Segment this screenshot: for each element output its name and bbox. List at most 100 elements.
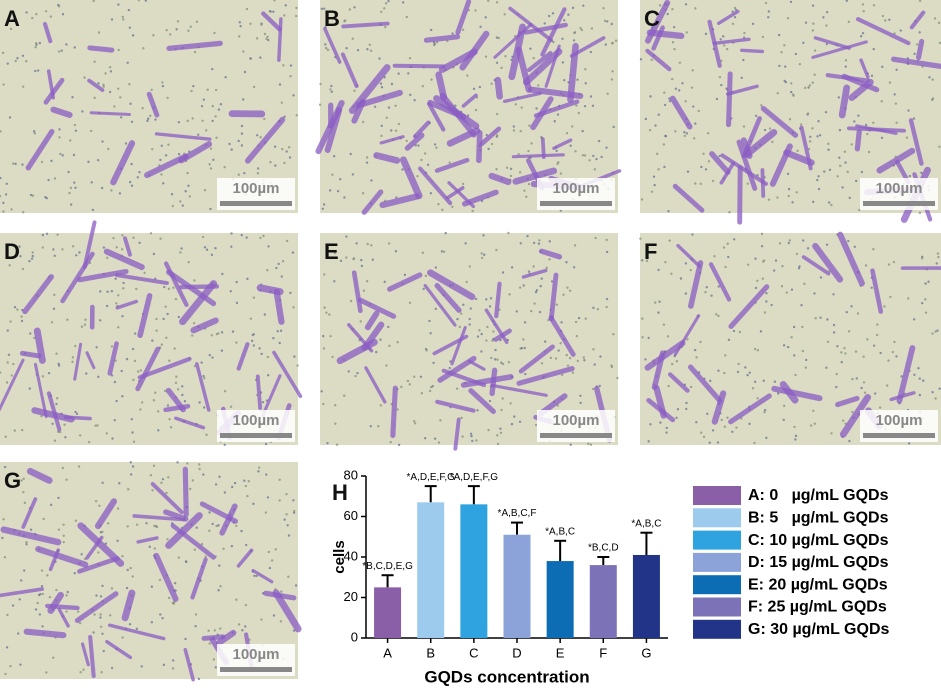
pore	[266, 35, 269, 39]
pore	[801, 325, 804, 329]
pore	[584, 68, 587, 71]
pore	[245, 543, 248, 547]
pore	[838, 156, 841, 159]
pore	[126, 525, 129, 528]
pore	[191, 117, 194, 120]
pore	[790, 82, 793, 85]
pore	[881, 14, 885, 18]
pore	[657, 311, 660, 314]
pore	[824, 110, 828, 114]
pore	[587, 442, 590, 446]
pore	[458, 325, 461, 329]
pore	[205, 433, 208, 437]
pore	[854, 179, 858, 183]
pore	[41, 233, 45, 237]
pore	[280, 275, 283, 278]
pore	[666, 12, 669, 16]
pore	[171, 204, 175, 208]
pore	[455, 387, 459, 390]
pore	[773, 380, 777, 383]
pore	[421, 251, 425, 255]
pore	[101, 584, 104, 588]
pore	[83, 76, 86, 79]
pore	[128, 26, 132, 29]
pore	[694, 182, 697, 185]
pore	[152, 464, 156, 468]
pore	[131, 347, 135, 351]
pore	[840, 351, 843, 354]
pore	[99, 290, 102, 293]
pore	[471, 209, 474, 213]
pore	[57, 496, 60, 500]
pore	[811, 29, 815, 32]
pore	[203, 406, 206, 409]
pore	[604, 43, 607, 46]
pore	[127, 8, 131, 12]
pore	[836, 344, 839, 348]
pore	[787, 241, 790, 245]
pore	[189, 487, 192, 491]
pore	[791, 201, 794, 204]
cell	[426, 269, 476, 301]
pore	[507, 360, 511, 364]
pore	[448, 161, 451, 164]
pore	[753, 380, 757, 384]
cell	[423, 34, 461, 43]
pore	[343, 19, 347, 22]
pore	[533, 302, 536, 305]
pore	[366, 242, 369, 246]
pore	[97, 82, 100, 85]
pore	[181, 204, 184, 207]
pore	[556, 113, 560, 116]
pore	[285, 513, 288, 516]
pore	[183, 400, 187, 403]
annotation: *A,D,E,F,G	[407, 472, 456, 483]
pore	[353, 89, 356, 92]
pore	[208, 529, 211, 533]
pore	[606, 92, 609, 95]
pore	[142, 47, 145, 50]
pore	[807, 86, 810, 89]
pore	[388, 344, 391, 348]
pore	[193, 364, 197, 368]
pore	[907, 109, 910, 112]
pore	[593, 168, 597, 171]
pore	[164, 305, 167, 308]
pore	[20, 479, 23, 482]
pore	[150, 621, 154, 624]
pore	[744, 366, 747, 369]
pore	[250, 339, 254, 343]
pore	[384, 2, 388, 5]
pore	[495, 112, 499, 116]
cell	[103, 248, 145, 271]
pore	[173, 581, 177, 585]
cell	[711, 390, 727, 425]
pore	[818, 134, 822, 137]
pore	[272, 614, 276, 617]
pore	[535, 289, 539, 292]
pore	[154, 118, 157, 121]
cell	[46, 69, 56, 100]
pore	[767, 198, 771, 201]
pore	[864, 264, 868, 267]
pore	[291, 251, 295, 254]
pore	[1, 51, 5, 55]
pore	[565, 131, 569, 135]
pore	[230, 245, 233, 248]
pore	[121, 15, 124, 19]
pore	[295, 6, 298, 10]
cell	[379, 135, 405, 145]
pore	[501, 362, 505, 366]
x-tick-label: D	[512, 645, 521, 660]
pore	[718, 75, 722, 79]
pore	[122, 287, 125, 290]
pore	[62, 540, 65, 544]
pore	[822, 16, 825, 19]
pore	[795, 252, 799, 256]
pore	[240, 132, 244, 135]
pore	[539, 284, 542, 288]
pore	[495, 1, 499, 4]
pore	[565, 261, 568, 264]
pore	[639, 237, 642, 240]
pore	[230, 544, 234, 548]
